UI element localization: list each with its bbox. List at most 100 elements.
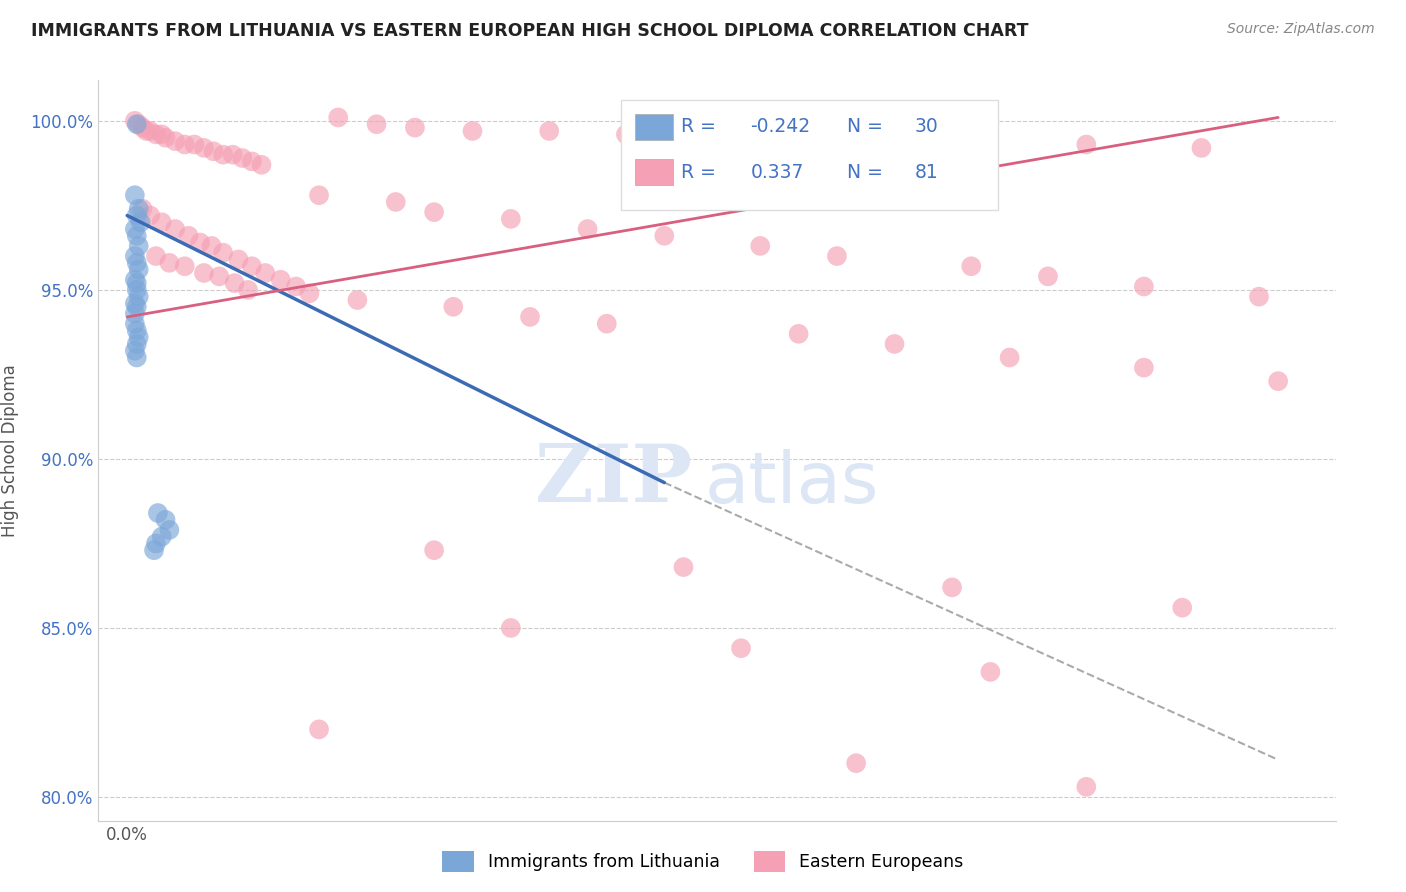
- Point: [596, 317, 619, 331]
- Point: [404, 120, 426, 135]
- Point: [254, 266, 277, 280]
- Point: [1247, 290, 1270, 304]
- Point: [124, 222, 146, 236]
- Point: [125, 117, 148, 131]
- Point: [825, 249, 848, 263]
- Point: [155, 130, 177, 145]
- Point: [202, 145, 225, 159]
- Point: [749, 239, 772, 253]
- Point: [308, 188, 330, 202]
- Point: [212, 245, 235, 260]
- Point: [124, 296, 146, 310]
- Point: [423, 543, 446, 558]
- Point: [145, 249, 167, 263]
- Point: [129, 215, 152, 229]
- Point: [1189, 141, 1212, 155]
- Point: [200, 239, 222, 253]
- Point: [155, 513, 177, 527]
- Point: [124, 188, 146, 202]
- Y-axis label: High School Diploma: High School Diploma: [1, 364, 20, 537]
- Point: [499, 211, 522, 226]
- Point: [173, 259, 195, 273]
- Point: [125, 256, 148, 270]
- Text: -0.242: -0.242: [751, 118, 811, 136]
- Point: [240, 154, 263, 169]
- Text: R =: R =: [681, 118, 723, 136]
- Point: [150, 215, 173, 229]
- Point: [730, 641, 752, 656]
- Point: [125, 300, 148, 314]
- Text: 30: 30: [915, 118, 939, 136]
- Point: [224, 276, 246, 290]
- Point: [145, 128, 167, 142]
- Point: [125, 209, 148, 223]
- Text: ZIP: ZIP: [536, 441, 692, 519]
- Point: [193, 266, 215, 280]
- Point: [131, 120, 153, 135]
- FancyBboxPatch shape: [636, 160, 672, 186]
- Point: [960, 259, 983, 273]
- Point: [499, 621, 522, 635]
- Point: [250, 158, 273, 172]
- Text: 0.337: 0.337: [751, 163, 804, 182]
- Point: [308, 723, 330, 737]
- Point: [125, 276, 148, 290]
- Point: [128, 202, 150, 216]
- Point: [139, 209, 162, 223]
- Point: [1076, 780, 1098, 794]
- Point: [461, 124, 484, 138]
- Point: [614, 128, 637, 142]
- Point: [845, 756, 868, 771]
- Point: [143, 543, 166, 558]
- Point: [883, 337, 905, 351]
- Point: [212, 147, 235, 161]
- FancyBboxPatch shape: [636, 113, 672, 139]
- Point: [146, 506, 169, 520]
- Point: [538, 124, 561, 138]
- Point: [1133, 360, 1156, 375]
- Point: [124, 343, 146, 358]
- Point: [165, 222, 187, 236]
- Point: [845, 134, 868, 148]
- Point: [157, 256, 180, 270]
- Point: [125, 323, 148, 337]
- Point: [787, 326, 810, 341]
- Point: [124, 273, 146, 287]
- Point: [124, 307, 146, 321]
- Point: [231, 151, 253, 165]
- Point: [124, 113, 146, 128]
- Point: [125, 351, 148, 365]
- Point: [1133, 279, 1156, 293]
- Point: [285, 279, 308, 293]
- Point: [124, 249, 146, 263]
- Point: [1171, 600, 1194, 615]
- FancyBboxPatch shape: [620, 100, 998, 210]
- Point: [139, 124, 162, 138]
- Point: [135, 124, 157, 138]
- Point: [519, 310, 541, 324]
- Point: [128, 290, 150, 304]
- Point: [125, 337, 148, 351]
- Point: [165, 134, 187, 148]
- Point: [423, 205, 446, 219]
- Point: [125, 228, 148, 243]
- Point: [236, 283, 259, 297]
- Point: [1267, 374, 1289, 388]
- Point: [1076, 137, 1098, 152]
- Point: [124, 317, 146, 331]
- Point: [710, 130, 733, 145]
- Point: [128, 330, 150, 344]
- Point: [128, 117, 150, 131]
- Point: [240, 259, 263, 273]
- Point: [173, 137, 195, 152]
- Point: [921, 137, 943, 152]
- Text: N =: N =: [846, 163, 889, 182]
- Point: [576, 222, 599, 236]
- Text: R =: R =: [681, 163, 723, 182]
- Text: N =: N =: [846, 118, 889, 136]
- Point: [125, 283, 148, 297]
- Point: [384, 194, 406, 209]
- Point: [228, 252, 250, 267]
- Point: [150, 128, 173, 142]
- Point: [998, 351, 1021, 365]
